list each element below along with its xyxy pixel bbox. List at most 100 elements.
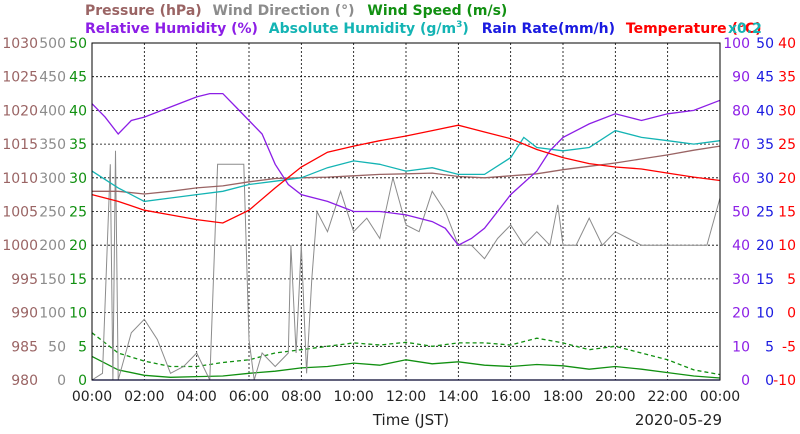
y-tick-rain-rate: 5 <box>765 339 774 355</box>
y-tick-temperature: 20 <box>778 171 796 187</box>
y-tick-humidity: 90 <box>732 70 750 86</box>
series-wind-speed-gust-m-s <box>91 332 721 376</box>
y-tick-pressure: 1030 <box>2 36 38 52</box>
y-tick-wind-speed: 15 <box>69 272 87 288</box>
legend-wind-direction: Wind Direction (°) <box>213 3 355 19</box>
y-tick-rain-rate: 20 <box>756 238 774 254</box>
series-wind-speed-m-s <box>91 355 721 379</box>
y-tick-pressure: 1015 <box>2 137 38 153</box>
y-tick-temperature: 5 <box>787 272 796 288</box>
x-tick: 08:00 <box>281 389 321 405</box>
y-tick-pressure: 1005 <box>2 205 38 221</box>
series-absolute-humidity-g-m3 <box>91 129 721 203</box>
plot-frame <box>91 42 721 381</box>
x-tick-labels: 00:00 02:00 04:00 06:00 08:00 10:00 12:00 14:00… <box>72 389 740 405</box>
y-tick-humidity: 100 <box>723 36 750 52</box>
y-tick-pressure: 1020 <box>2 103 38 119</box>
legend-absolute-humidity-sup: 3 <box>456 20 462 30</box>
x-axis-label: Time (JST) <box>372 411 449 429</box>
y-tick-wind-speed: 10 <box>69 306 87 322</box>
y-tick-rain-rate: 45 <box>756 70 774 86</box>
legend-absolute-humidity: Absolute Humidity (g/m <box>269 21 456 37</box>
y-tick-humidity: 40 <box>732 238 750 254</box>
y-tick-humidity: 0 <box>741 373 750 389</box>
y-tick-humidity: 10 <box>732 339 750 355</box>
legend-absolute-humidity-close: ) <box>462 21 468 37</box>
y-tick-wind-direction: 400 <box>39 103 66 119</box>
y-tick-humidity: 20 <box>732 306 750 322</box>
y-tick-temperature: 40 <box>778 36 796 52</box>
chart-date: 2020-05-29 <box>635 411 722 429</box>
legend-scale-note: x0.2 <box>728 21 762 37</box>
series-relative-humidity <box>91 92 721 247</box>
y-tick-pressure: 980 <box>11 373 38 389</box>
y-tick-wind-speed: 0 <box>78 373 87 389</box>
y-tick-rain-rate: 25 <box>756 205 774 221</box>
x-tick: 22:00 <box>647 389 687 405</box>
y-tick-rain-rate: 30 <box>756 171 774 187</box>
y-tick-wind-direction: 100 <box>39 306 66 322</box>
series-temperature-c <box>91 124 721 224</box>
legend-rain-rate: Rain Rate(mm/h) <box>482 21 615 37</box>
y-tick-pressure: 985 <box>11 339 38 355</box>
y-tick-humidity: 70 <box>732 137 750 153</box>
legend-row-2: Relative Humidity (%) Absolute Humidity … <box>85 20 762 37</box>
y-tick-pressure: 1000 <box>2 238 38 254</box>
y-tick-humidity: 30 <box>732 272 750 288</box>
y-tick-wind-direction: 500 <box>39 36 66 52</box>
grid <box>92 43 720 380</box>
x-tick: 06:00 <box>229 389 269 405</box>
y-tick-rain-rate: 40 <box>756 103 774 119</box>
x-tick: 04:00 <box>176 389 216 405</box>
y-tick-wind-direction: 150 <box>39 272 66 288</box>
y-tick-wind-direction: 250 <box>39 205 66 221</box>
series-pressure-hpa <box>92 145 721 195</box>
y-tick-temperature: 35 <box>778 70 796 86</box>
y-tick-wind-speed: 5 <box>78 339 87 355</box>
legend-pressure: Pressure (hPa) <box>85 3 202 19</box>
x-tick: 18:00 <box>543 389 583 405</box>
y-tick-wind-speed: 25 <box>69 205 87 221</box>
y-tick-pressure: 995 <box>11 272 38 288</box>
y-tick-wind-direction: 200 <box>39 238 66 254</box>
y-tick-wind-direction: 0 <box>57 373 66 389</box>
legend-temperature: Temperature (°C) <box>626 21 762 37</box>
y-tick-humidity: 60 <box>732 171 750 187</box>
y-tick-pressure: 990 <box>11 306 38 322</box>
x-tick: 14:00 <box>438 389 478 405</box>
y-tick-rain-rate: 15 <box>756 272 774 288</box>
legend-wind-speed: Wind Speed (m/s) <box>367 3 507 19</box>
y-tick-wind-direction: 50 <box>48 339 66 355</box>
y-tick-wind-speed: 20 <box>69 238 87 254</box>
y-tick-wind-direction: 450 <box>39 70 66 86</box>
x-tick: 12:00 <box>386 389 426 405</box>
y-tick-rain-rate: 10 <box>756 306 774 322</box>
y-tick-wind-speed: 40 <box>69 103 87 119</box>
series-wind-direction <box>91 150 721 381</box>
y-tick-temperature: -5 <box>782 339 796 355</box>
y-tick-pressure: 1010 <box>2 171 38 187</box>
y-tick-temperature: 30 <box>778 103 796 119</box>
y-tick-rain-rate: 35 <box>756 137 774 153</box>
x-tick: 00:00 <box>700 389 740 405</box>
x-tick: 16:00 <box>490 389 530 405</box>
y-tick-wind-speed: 50 <box>69 36 87 52</box>
y-tick-temperature: 25 <box>778 137 796 153</box>
x-tick: 20:00 <box>595 389 635 405</box>
y-tick-wind-speed: 35 <box>69 137 87 153</box>
legend-row-1: Pressure (hPa) Wind Direction (°) Wind S… <box>85 3 507 19</box>
y-tick-temperature: 15 <box>778 205 796 221</box>
y-tick-rain-rate: 50 <box>756 36 774 52</box>
y-tick-wind-direction: 350 <box>39 137 66 153</box>
y-tick-pressure: 1025 <box>2 70 38 86</box>
y-tick-temperature: -10 <box>773 373 796 389</box>
y-tick-wind-speed: 30 <box>69 171 87 187</box>
y-tick-labels: 1030102510201015101010051000995990985980… <box>2 36 796 389</box>
y-tick-humidity: 50 <box>732 205 750 221</box>
x-tick: 10:00 <box>333 389 373 405</box>
x-tick: 00:00 <box>72 389 112 405</box>
y-tick-temperature: 10 <box>778 238 796 254</box>
legend-relative-humidity: Relative Humidity (%) <box>85 21 258 37</box>
